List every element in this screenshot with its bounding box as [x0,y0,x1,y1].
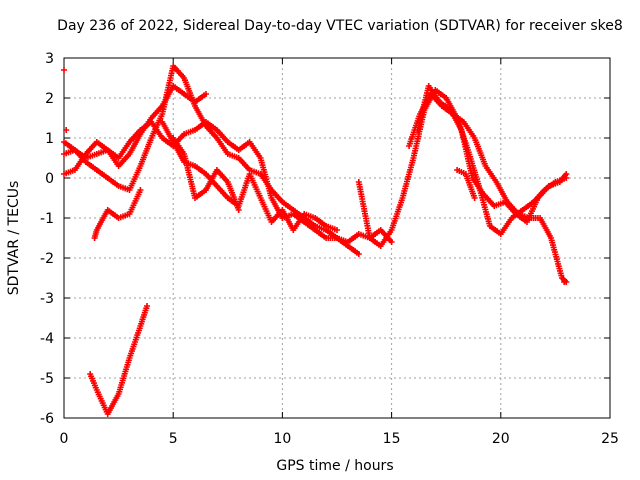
marker-trace [159,119,340,233]
x-tick-label: 0 [60,431,69,447]
axis-ticks [63,57,611,419]
marker-trace [170,135,242,213]
single-marker [63,127,70,133]
y-tick-label: 1 [45,131,54,147]
x-tick-label: 25 [601,431,619,447]
gridlines [64,58,610,418]
single-marker [561,279,568,285]
series-trace-6 [159,119,340,233]
marker-trace [87,303,150,417]
marker-trace [91,187,144,241]
chart-title: Day 236 of 2022, Sidereal Day-to-day VTE… [57,18,623,34]
x-tick-label: 15 [383,431,401,447]
single-marker [61,67,67,73]
series-trace-11 [454,167,478,201]
marker-trace [454,167,478,201]
series-trace-3 [61,119,362,257]
y-tick-label: 2 [45,91,54,107]
y-tick-labels: -6 -5 -4 -3 -2 -1 0 1 2 3 [40,51,54,427]
series-trace-7 [170,135,242,213]
y-tick-label: -5 [40,371,54,387]
y-tick-label: 0 [45,171,54,187]
x-tick-label: 20 [492,431,510,447]
marker-trace [61,119,362,257]
y-tick-label: -4 [40,331,54,347]
x-tick-labels: 0 5 10 15 20 25 [60,431,619,447]
x-tick-label: 5 [169,431,178,447]
marker-trace [414,83,570,225]
y-axis-label: SDTVAR / TECUs [6,181,22,296]
series-trace-8 [355,87,570,249]
y-tick-label: -3 [40,291,54,307]
x-axis-label: GPS time / hours [276,458,393,474]
isolated-markers [61,67,568,285]
x-tick-label: 10 [273,431,291,447]
series-trace-10 [414,83,570,225]
series-trace-4 [91,187,144,241]
y-tick-label: 3 [45,51,54,67]
y-tick-label: -2 [40,251,54,267]
marker-trace [355,87,570,249]
series-trace-5 [87,303,150,417]
data-marks [61,63,570,417]
y-tick-label: -6 [40,411,54,427]
plot-frame [63,57,611,419]
y-tick-label: -1 [40,211,54,227]
